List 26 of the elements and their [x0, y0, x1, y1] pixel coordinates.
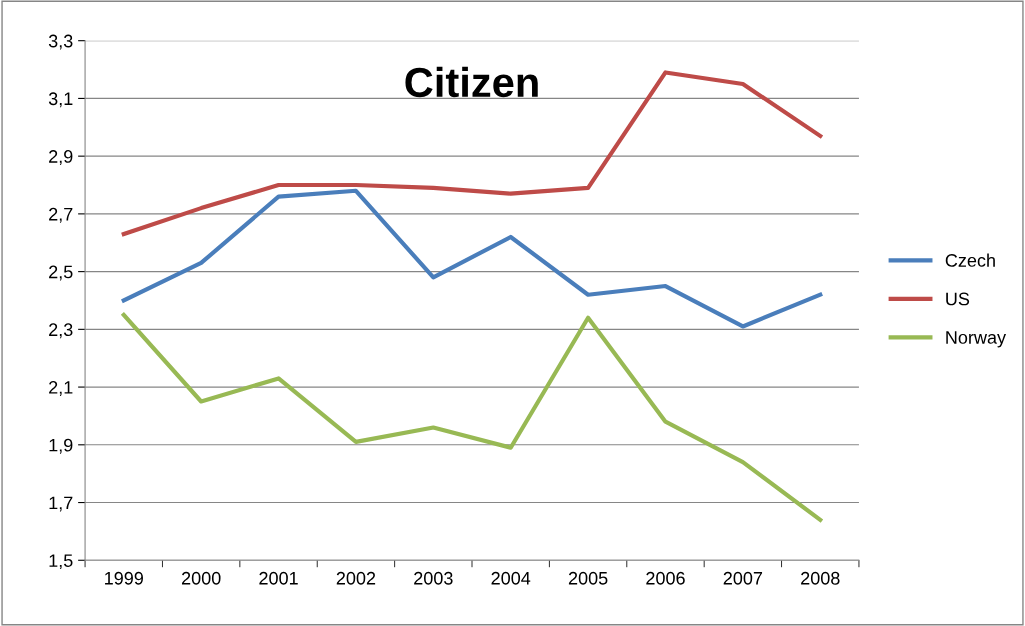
y-tick-label: 2,5	[49, 265, 73, 281]
y-tick-label: 1,5	[49, 554, 73, 570]
chart-title: Citizen	[405, 66, 538, 98]
x-tick-label: 2002	[336, 571, 376, 585]
legend-label: Czech	[945, 253, 995, 267]
x-tick-label: 2006	[646, 571, 685, 585]
x-tick-label: 2000	[181, 571, 221, 585]
x-tick-label: 1999	[105, 571, 143, 585]
line-series	[121, 188, 823, 329]
legend-label: Norway	[946, 331, 1007, 348]
y-tick-label: 3,3	[48, 34, 73, 50]
x-tick-label: 2008	[801, 571, 840, 585]
y-tick-label: 2,1	[49, 381, 73, 396]
x-tick-label: 2005	[568, 571, 608, 585]
y-tick-label: 2,3	[49, 323, 73, 339]
y-tick-label: 2,9	[49, 150, 73, 166]
y-tick-label: 1,7	[49, 496, 73, 512]
y-tick-label: 2,7	[49, 207, 73, 223]
x-tick-label: 2007	[723, 571, 763, 585]
line-series	[121, 312, 823, 522]
x-tick-label: 2004	[491, 571, 531, 585]
legend-label: US	[946, 292, 970, 306]
x-tick-label: 2003	[414, 571, 453, 585]
x-tick-label: 2001	[259, 571, 298, 585]
y-tick-label: 1,9	[49, 438, 73, 454]
y-tick-label: 3,1	[48, 92, 73, 108]
